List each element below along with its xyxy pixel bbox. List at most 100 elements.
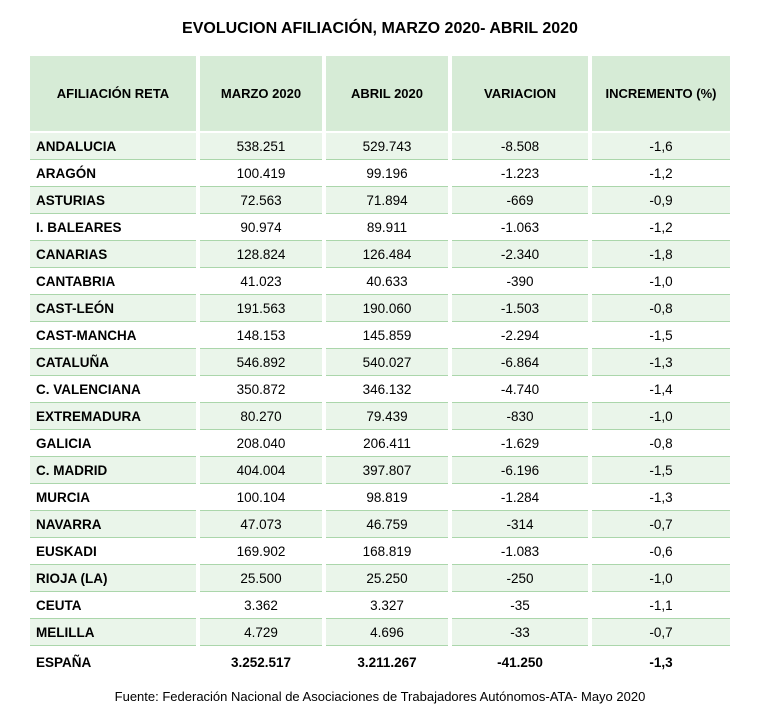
cell-region: ASTURIAS	[30, 187, 198, 214]
cell-incremento: -1,1	[590, 592, 730, 619]
cell-incremento: -0,8	[590, 430, 730, 457]
table-row: EXTREMADURA80.27079.439-830-1,0	[30, 403, 730, 430]
col-header-incremento: INCREMENTO (%)	[590, 56, 730, 132]
cell-abril: 98.819	[324, 484, 450, 511]
table-row: ASTURIAS72.56371.894-669-0,9	[30, 187, 730, 214]
cell-region: CEUTA	[30, 592, 198, 619]
cell-variacion: -8.508	[450, 132, 590, 160]
data-table: AFILIACIÓN RETA MARZO 2020 ABRIL 2020 VA…	[30, 56, 730, 675]
page-title: EVOLUCION AFILIACIÓN, MARZO 2020- ABRIL …	[30, 20, 730, 38]
cell-abril: 71.894	[324, 187, 450, 214]
cell-variacion: -2.294	[450, 322, 590, 349]
cell-variacion: -33	[450, 619, 590, 646]
cell-abril: 145.859	[324, 322, 450, 349]
cell-region: NAVARRA	[30, 511, 198, 538]
cell-region: EUSKADI	[30, 538, 198, 565]
source-text: Fuente: Federación Nacional de Asociacio…	[30, 689, 730, 704]
col-header-marzo: MARZO 2020	[198, 56, 324, 132]
cell-region: MURCIA	[30, 484, 198, 511]
table-row: CATALUÑA546.892540.027-6.864-1,3	[30, 349, 730, 376]
cell-marzo: 546.892	[198, 349, 324, 376]
table-row: NAVARRA47.07346.759-314-0,7	[30, 511, 730, 538]
cell-region: RIOJA (LA)	[30, 565, 198, 592]
cell-abril: 46.759	[324, 511, 450, 538]
cell-marzo: 169.902	[198, 538, 324, 565]
table-row: CANARIAS128.824126.484-2.340-1,8	[30, 241, 730, 268]
cell-abril: 25.250	[324, 565, 450, 592]
cell-region: CANTABRIA	[30, 268, 198, 295]
table-body: ANDALUCIA538.251529.743-8.508-1,6ARAGÓN1…	[30, 132, 730, 675]
cell-incremento: -0,8	[590, 295, 730, 322]
cell-marzo: 41.023	[198, 268, 324, 295]
cell-region: C. MADRID	[30, 457, 198, 484]
cell-variacion: -669	[450, 187, 590, 214]
table-row: GALICIA208.040206.411-1.629-0,8	[30, 430, 730, 457]
cell-region: ARAGÓN	[30, 160, 198, 187]
cell-abril: 206.411	[324, 430, 450, 457]
cell-marzo: 191.563	[198, 295, 324, 322]
cell-region: CAST-LEÓN	[30, 295, 198, 322]
cell-abril: 190.060	[324, 295, 450, 322]
col-header-region: AFILIACIÓN RETA	[30, 56, 198, 132]
cell-incremento: -1,2	[590, 214, 730, 241]
cell-region: C. VALENCIANA	[30, 376, 198, 403]
cell-variacion: -1.083	[450, 538, 590, 565]
cell-marzo: 208.040	[198, 430, 324, 457]
cell-abril: 397.807	[324, 457, 450, 484]
cell-variacion: -35	[450, 592, 590, 619]
cell-abril: 89.911	[324, 214, 450, 241]
cell-incremento: -1,3	[590, 484, 730, 511]
cell-variacion: -6.196	[450, 457, 590, 484]
cell-region: GALICIA	[30, 430, 198, 457]
total-row: ESPAÑA3.252.5173.211.267-41.250-1,3	[30, 646, 730, 676]
cell-region: ANDALUCIA	[30, 132, 198, 160]
table-row: ANDALUCIA538.251529.743-8.508-1,6	[30, 132, 730, 160]
cell-marzo: 404.004	[198, 457, 324, 484]
cell-variacion: -1.223	[450, 160, 590, 187]
cell-abril: 346.132	[324, 376, 450, 403]
cell-marzo: 538.251	[198, 132, 324, 160]
cell-marzo: 3.252.517	[198, 646, 324, 676]
cell-variacion: -830	[450, 403, 590, 430]
cell-region: ESPAÑA	[30, 646, 198, 676]
cell-incremento: -1,0	[590, 403, 730, 430]
cell-variacion: -4.740	[450, 376, 590, 403]
cell-marzo: 100.104	[198, 484, 324, 511]
cell-marzo: 47.073	[198, 511, 324, 538]
cell-incremento: -1,4	[590, 376, 730, 403]
cell-incremento: -1,5	[590, 322, 730, 349]
table-row: C. VALENCIANA350.872346.132-4.740-1,4	[30, 376, 730, 403]
cell-region: CANARIAS	[30, 241, 198, 268]
cell-abril: 168.819	[324, 538, 450, 565]
table-row: ARAGÓN100.41999.196-1.223-1,2	[30, 160, 730, 187]
cell-marzo: 25.500	[198, 565, 324, 592]
cell-abril: 3.327	[324, 592, 450, 619]
cell-incremento: -1,3	[590, 349, 730, 376]
cell-variacion: -41.250	[450, 646, 590, 676]
cell-variacion: -2.340	[450, 241, 590, 268]
cell-marzo: 148.153	[198, 322, 324, 349]
cell-abril: 99.196	[324, 160, 450, 187]
cell-incremento: -1,6	[590, 132, 730, 160]
cell-region: CAST-MANCHA	[30, 322, 198, 349]
table-row: I. BALEARES90.97489.911-1.063-1,2	[30, 214, 730, 241]
cell-incremento: -0,6	[590, 538, 730, 565]
cell-variacion: -6.864	[450, 349, 590, 376]
cell-marzo: 90.974	[198, 214, 324, 241]
cell-incremento: -1,2	[590, 160, 730, 187]
cell-marzo: 72.563	[198, 187, 324, 214]
cell-incremento: -0,7	[590, 619, 730, 646]
table-head: AFILIACIÓN RETA MARZO 2020 ABRIL 2020 VA…	[30, 56, 730, 132]
cell-abril: 4.696	[324, 619, 450, 646]
cell-incremento: -1,5	[590, 457, 730, 484]
table-row: CEUTA3.3623.327-35-1,1	[30, 592, 730, 619]
cell-marzo: 100.419	[198, 160, 324, 187]
cell-incremento: -1,8	[590, 241, 730, 268]
table-row: EUSKADI169.902168.819-1.083-0,6	[30, 538, 730, 565]
cell-variacion: -1.629	[450, 430, 590, 457]
table-row: MELILLA4.7294.696-33-0,7	[30, 619, 730, 646]
cell-marzo: 4.729	[198, 619, 324, 646]
cell-variacion: -314	[450, 511, 590, 538]
table-row: MURCIA100.10498.819-1.284-1,3	[30, 484, 730, 511]
cell-marzo: 350.872	[198, 376, 324, 403]
